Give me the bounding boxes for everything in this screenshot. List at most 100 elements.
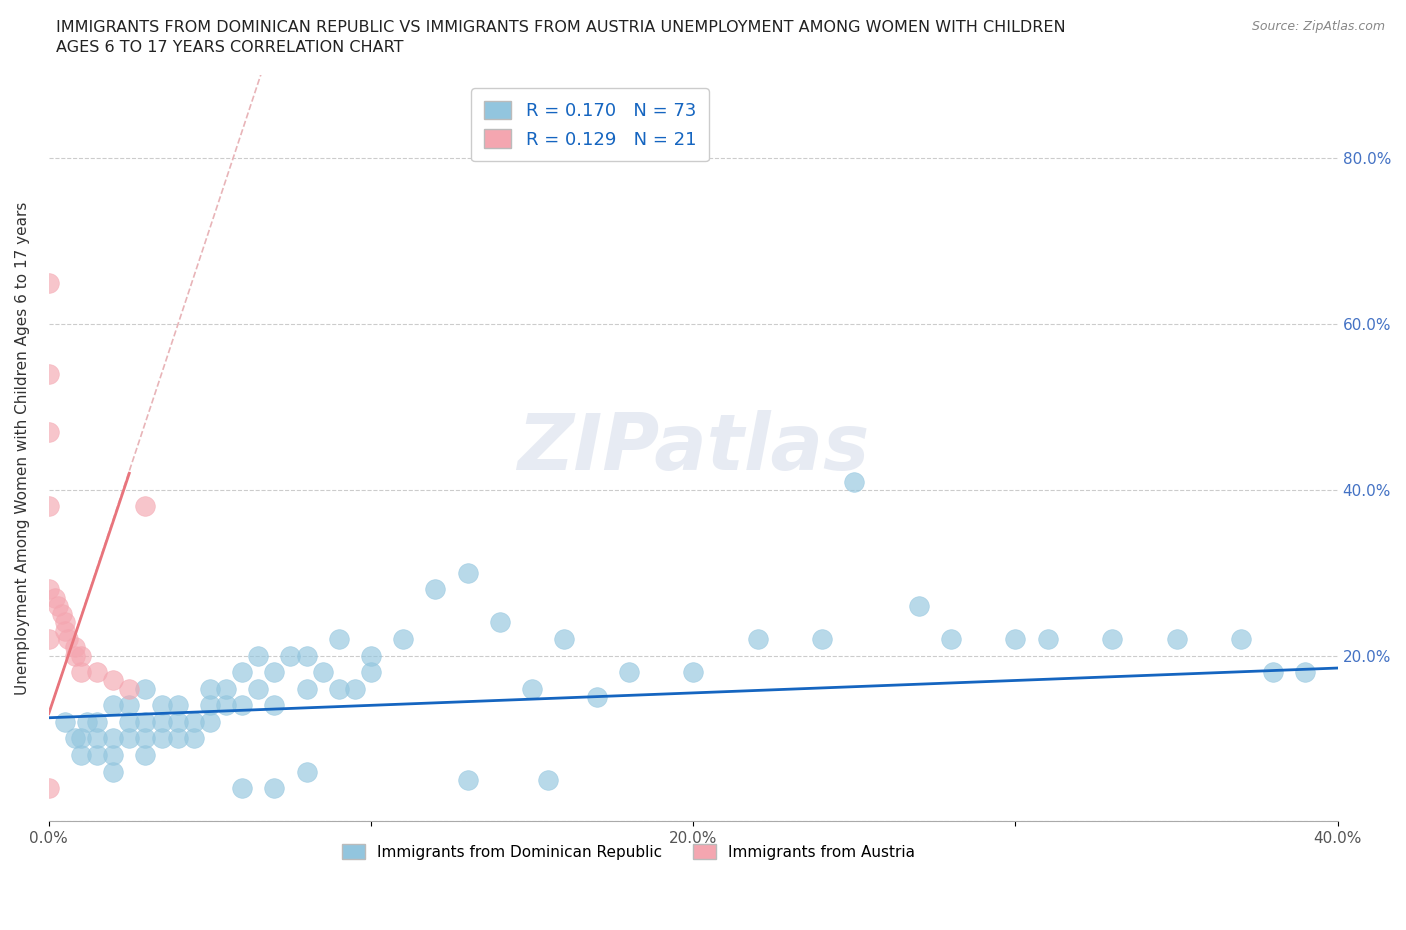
Text: Source: ZipAtlas.com: Source: ZipAtlas.com bbox=[1251, 20, 1385, 33]
Point bbox=[38, 631, 60, 646]
Point bbox=[134, 731, 156, 746]
Point bbox=[86, 665, 108, 680]
Point bbox=[247, 648, 270, 663]
Point bbox=[103, 731, 125, 746]
Point bbox=[1166, 631, 1188, 646]
Point bbox=[747, 631, 769, 646]
Point bbox=[38, 366, 60, 381]
Point bbox=[38, 275, 60, 290]
Point bbox=[70, 648, 93, 663]
Point bbox=[280, 648, 302, 663]
Point bbox=[166, 731, 188, 746]
Point bbox=[166, 698, 188, 712]
Point bbox=[70, 665, 93, 680]
Point bbox=[103, 748, 125, 763]
Point bbox=[425, 582, 447, 597]
Text: AGES 6 TO 17 YEARS CORRELATION CHART: AGES 6 TO 17 YEARS CORRELATION CHART bbox=[56, 40, 404, 55]
Point bbox=[457, 773, 479, 788]
Point bbox=[198, 698, 221, 712]
Point bbox=[682, 665, 704, 680]
Point bbox=[53, 714, 76, 729]
Point bbox=[118, 698, 141, 712]
Point bbox=[520, 682, 543, 697]
Point bbox=[53, 615, 76, 630]
Point bbox=[53, 623, 76, 638]
Point bbox=[489, 615, 512, 630]
Point bbox=[166, 714, 188, 729]
Point bbox=[76, 714, 98, 729]
Point bbox=[1101, 631, 1123, 646]
Point bbox=[198, 714, 221, 729]
Point bbox=[811, 631, 834, 646]
Point bbox=[844, 474, 866, 489]
Point bbox=[118, 731, 141, 746]
Y-axis label: Unemployment Among Women with Children Ages 6 to 17 years: Unemployment Among Women with Children A… bbox=[15, 202, 30, 695]
Point bbox=[134, 499, 156, 514]
Point bbox=[38, 582, 60, 597]
Point bbox=[118, 682, 141, 697]
Point bbox=[231, 698, 253, 712]
Point bbox=[134, 714, 156, 729]
Point bbox=[63, 648, 86, 663]
Point bbox=[48, 598, 70, 613]
Point bbox=[263, 698, 285, 712]
Point bbox=[457, 565, 479, 580]
Point bbox=[38, 781, 60, 796]
Point bbox=[617, 665, 640, 680]
Point bbox=[215, 682, 238, 697]
Legend: Immigrants from Dominican Republic, Immigrants from Austria: Immigrants from Dominican Republic, Immi… bbox=[336, 838, 921, 866]
Point bbox=[553, 631, 575, 646]
Point bbox=[1294, 665, 1316, 680]
Point bbox=[38, 424, 60, 439]
Point bbox=[51, 606, 73, 621]
Point bbox=[1036, 631, 1059, 646]
Point bbox=[343, 682, 366, 697]
Text: ZIPatlas: ZIPatlas bbox=[517, 410, 869, 486]
Point bbox=[328, 631, 350, 646]
Point bbox=[231, 781, 253, 796]
Point bbox=[198, 682, 221, 697]
Text: IMMIGRANTS FROM DOMINICAN REPUBLIC VS IMMIGRANTS FROM AUSTRIA UNEMPLOYMENT AMONG: IMMIGRANTS FROM DOMINICAN REPUBLIC VS IM… bbox=[56, 20, 1066, 35]
Point bbox=[1230, 631, 1253, 646]
Point bbox=[183, 714, 205, 729]
Point bbox=[103, 673, 125, 688]
Point bbox=[150, 714, 173, 729]
Point bbox=[134, 682, 156, 697]
Point bbox=[311, 665, 333, 680]
Point bbox=[295, 682, 318, 697]
Point bbox=[360, 648, 382, 663]
Point bbox=[183, 731, 205, 746]
Point bbox=[585, 690, 607, 705]
Point bbox=[1263, 665, 1285, 680]
Point bbox=[44, 591, 66, 605]
Point bbox=[537, 773, 560, 788]
Point bbox=[134, 748, 156, 763]
Point bbox=[38, 499, 60, 514]
Point bbox=[63, 731, 86, 746]
Point bbox=[263, 781, 285, 796]
Point bbox=[56, 631, 79, 646]
Point bbox=[263, 665, 285, 680]
Point bbox=[103, 764, 125, 779]
Point bbox=[907, 598, 929, 613]
Point bbox=[86, 714, 108, 729]
Point bbox=[1004, 631, 1026, 646]
Point bbox=[295, 648, 318, 663]
Point bbox=[63, 640, 86, 655]
Point bbox=[86, 748, 108, 763]
Point bbox=[939, 631, 962, 646]
Point bbox=[247, 682, 270, 697]
Point bbox=[295, 764, 318, 779]
Point bbox=[392, 631, 415, 646]
Point bbox=[360, 665, 382, 680]
Point bbox=[70, 748, 93, 763]
Point bbox=[231, 665, 253, 680]
Point bbox=[328, 682, 350, 697]
Point bbox=[215, 698, 238, 712]
Point bbox=[103, 698, 125, 712]
Point bbox=[86, 731, 108, 746]
Point bbox=[150, 731, 173, 746]
Point bbox=[150, 698, 173, 712]
Point bbox=[70, 731, 93, 746]
Point bbox=[118, 714, 141, 729]
